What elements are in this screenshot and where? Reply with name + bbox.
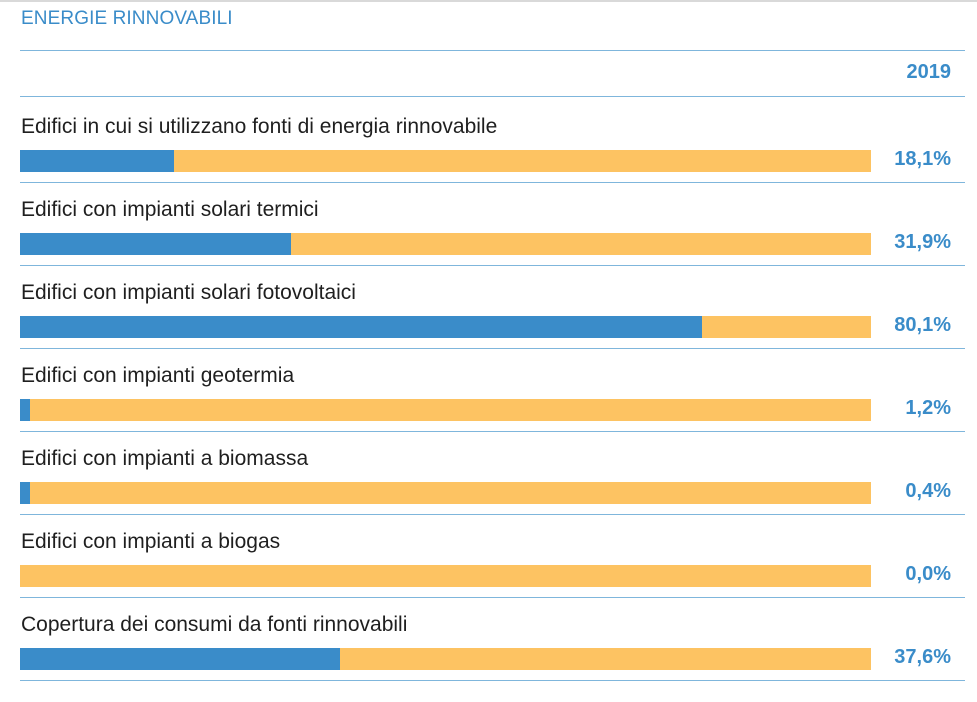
value-label: 80,1%	[894, 314, 951, 336]
chart-row: Edifici in cui si utilizzano fonti di en…	[0, 115, 977, 198]
bar-track	[20, 482, 871, 504]
row-divider	[20, 265, 965, 266]
row-divider	[20, 348, 965, 349]
value-label: 37,6%	[894, 646, 951, 668]
bar-fill	[20, 399, 31, 421]
row-divider	[20, 597, 965, 598]
header-bottom-rule	[20, 96, 965, 97]
chart-row: Edifici con impianti a biogas 0,0%	[0, 530, 977, 613]
bar-track	[20, 399, 871, 421]
value-label: 0,0%	[905, 563, 951, 585]
bar-track	[20, 565, 871, 587]
bar-fill	[20, 150, 175, 172]
bar-track	[20, 233, 871, 255]
row-divider	[20, 514, 965, 515]
value-label: 1,2%	[905, 397, 951, 419]
chart-row: Copertura dei consumi da fonti rinnovabi…	[0, 613, 977, 696]
row-divider	[20, 680, 965, 681]
category-label: Edifici con impianti a biomassa	[21, 447, 309, 470]
page-title: ENERGIE RINNOVABILI	[21, 8, 233, 29]
header-top-rule	[20, 50, 965, 51]
value-label: 0,4%	[905, 480, 951, 502]
bar-fill	[20, 316, 702, 338]
category-label: Edifici con impianti solari termici	[21, 198, 319, 221]
row-divider	[20, 431, 965, 432]
bar-fill	[20, 482, 30, 504]
category-label: Edifici con impianti geotermia	[21, 364, 295, 387]
category-label: Copertura dei consumi da fonti rinnovabi…	[21, 613, 408, 636]
chart-row: Edifici con impianti solari termici 31,9%	[0, 198, 977, 281]
bar-fill	[20, 233, 292, 255]
top-border	[0, 0, 977, 2]
chart-row: Edifici con impianti geotermia 1,2%	[0, 364, 977, 447]
year-header: 2019	[906, 61, 952, 83]
chart-row: Edifici con impianti a biomassa 0,4%	[0, 447, 977, 530]
bar-track	[20, 316, 871, 338]
value-label: 18,1%	[894, 148, 951, 170]
bar-fill	[20, 648, 340, 670]
bar-track	[20, 150, 871, 172]
category-label: Edifici con impianti solari fotovoltaici	[21, 281, 356, 304]
row-divider	[20, 182, 965, 183]
category-label: Edifici con impianti a biogas	[21, 530, 281, 553]
category-label: Edifici in cui si utilizzano fonti di en…	[21, 115, 498, 138]
bar-track	[20, 648, 871, 670]
chart-row: Edifici con impianti solari fotovoltaici…	[0, 281, 977, 364]
value-label: 31,9%	[894, 231, 951, 253]
